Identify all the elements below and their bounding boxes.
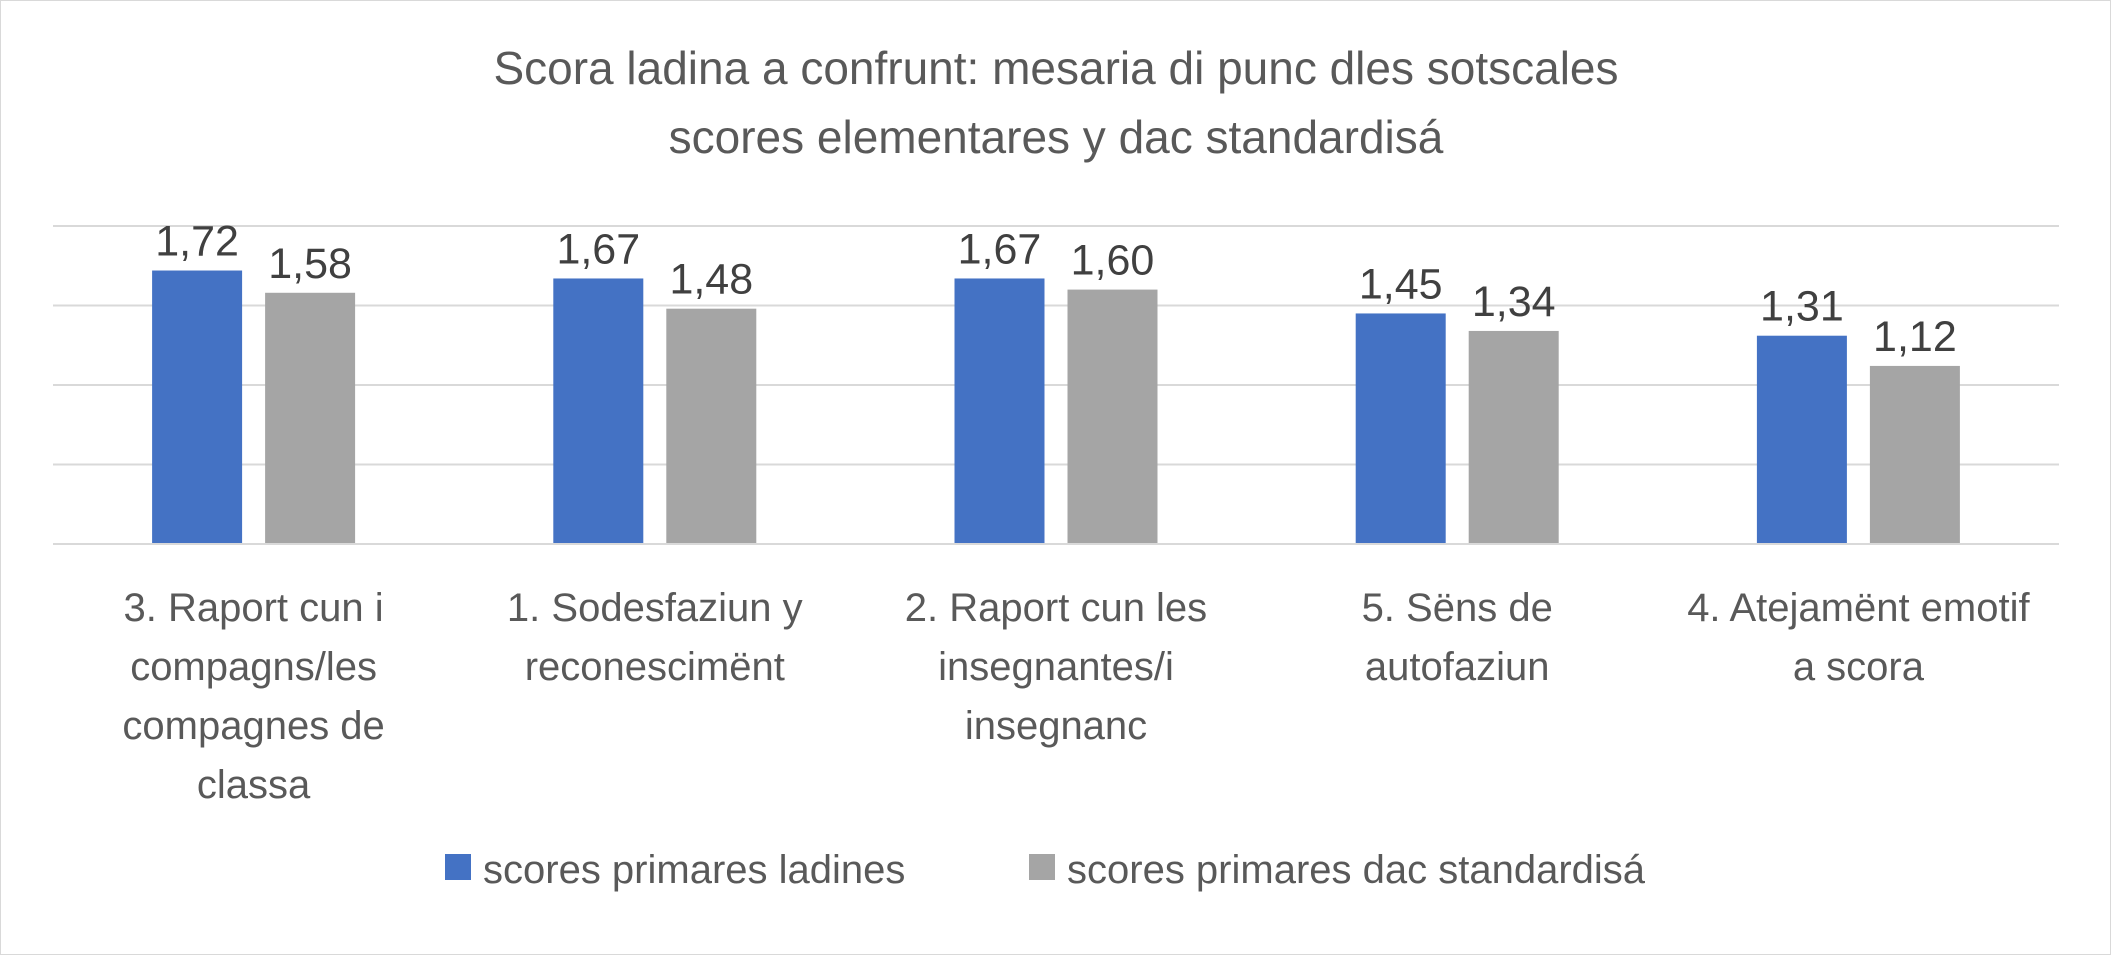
- category-label-line: 4. Atejamënt emotif: [1687, 586, 2030, 630]
- category-label-line: 3. Raport cun i: [124, 586, 384, 630]
- legend: scores primares ladines scores primares d…: [445, 848, 1646, 892]
- category-label-line: a scora: [1793, 645, 1925, 689]
- chart-title-line: scores elementares y dac standardisá: [669, 111, 1444, 163]
- bar-ladines-1: [553, 278, 644, 544]
- data-label: 1,58: [268, 240, 352, 288]
- bar-ladines-3: [1355, 313, 1446, 544]
- category-label-line: reconescimënt: [525, 645, 785, 689]
- data-label: 1,67: [556, 225, 640, 273]
- legend-swatch: [445, 854, 471, 880]
- data-label: 1,45: [1359, 260, 1443, 308]
- data-label: 1,31: [1760, 283, 1844, 331]
- category-labels: 3. Raport cun i compagns/les compagnes de c…: [122, 586, 2030, 807]
- category-label-line: 5. Sëns de: [1362, 586, 1553, 630]
- category-label-line: compagnes de: [122, 704, 384, 748]
- data-label: 1,48: [669, 256, 753, 304]
- bar-standardisa-0: [265, 292, 356, 544]
- category-label-line: compagns/les: [130, 645, 377, 689]
- bar-standardisa-2: [1067, 289, 1158, 544]
- category-label-line: insegnantes/i: [938, 645, 1174, 689]
- bar-ladines-0: [152, 270, 243, 544]
- bar-standardisa-3: [1468, 330, 1559, 544]
- bar-standardisa-4: [1869, 365, 1960, 544]
- chart-title: Scora ladina a confrunt: mesaria di punc…: [493, 42, 1618, 163]
- data-label: 1,34: [1472, 278, 1556, 326]
- category-label-line: insegnanc: [965, 704, 1147, 748]
- data-label: 1,72: [155, 218, 239, 266]
- category-label-line: autofaziun: [1365, 645, 1550, 689]
- bar-ladines-4: [1756, 335, 1847, 544]
- legend-swatch: [1029, 854, 1055, 880]
- legend-label: scores primares ladines: [483, 848, 905, 892]
- data-label: 1,12: [1873, 313, 1957, 361]
- data-label: 1,67: [958, 225, 1042, 273]
- bar-ladines-2: [954, 278, 1045, 544]
- bar-standardisa-1: [666, 308, 757, 544]
- category-label-line: classa: [197, 763, 311, 807]
- category-label-line: 1. Sodesfaziun y: [507, 586, 803, 630]
- data-labels: 1,72 1,58 1,67 1,48 1,67 1,60 1,45 1,34 1,31 1,12: [155, 218, 1957, 361]
- chart-title-line: Scora ladina a confrunt: mesaria di punc…: [493, 42, 1618, 94]
- gridlines: [53, 225, 2059, 466]
- category-label-line: 2. Raport cun les: [905, 586, 1207, 630]
- legend-label: scores primares dac standardisá: [1067, 848, 1646, 892]
- bars: [152, 270, 1960, 544]
- data-label: 1,60: [1071, 237, 1155, 285]
